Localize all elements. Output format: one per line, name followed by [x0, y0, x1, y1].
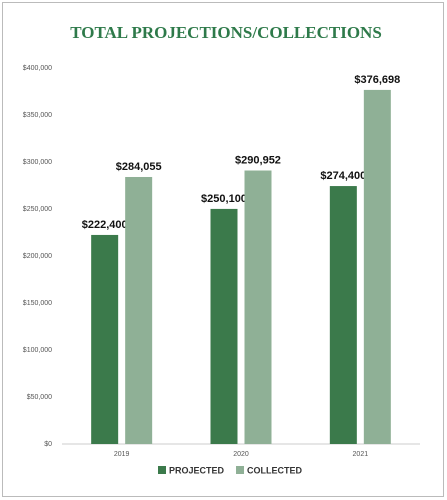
x-tick-label: 2021	[353, 451, 369, 458]
bar	[210, 208, 238, 444]
value-label: $290,952	[235, 154, 281, 166]
y-tick-label: $300,000	[23, 159, 52, 166]
bar	[244, 170, 272, 444]
y-tick-label: $350,000	[23, 112, 52, 119]
x-tick-label: 2020	[233, 451, 249, 458]
bar	[91, 234, 119, 444]
bar	[363, 89, 391, 445]
bar	[329, 186, 357, 444]
bar	[125, 176, 153, 445]
y-tick-label: $150,000	[23, 300, 52, 307]
y-tick-label: $0	[44, 441, 52, 448]
y-tick-label: $100,000	[23, 347, 52, 354]
legend-label: PROJECTED	[169, 465, 225, 475]
value-label: $376,698	[354, 74, 400, 86]
legend-label: COLLECTED	[247, 465, 302, 475]
legend-swatch	[158, 466, 166, 474]
value-label: $274,400	[320, 170, 366, 182]
legend-swatch	[236, 466, 245, 474]
value-label: $250,100	[201, 193, 247, 205]
y-tick-label: $400,000	[23, 65, 52, 72]
y-tick-label: $250,000	[23, 206, 52, 213]
y-tick-label: $200,000	[23, 253, 52, 260]
y-tick-label: $50,000	[27, 394, 52, 401]
value-label: $284,055	[116, 161, 162, 173]
x-tick-label: 2019	[114, 451, 130, 458]
chart-title: TOTAL PROJECTIONS/COLLECTIONS	[70, 23, 382, 42]
value-label: $222,400	[82, 219, 128, 231]
